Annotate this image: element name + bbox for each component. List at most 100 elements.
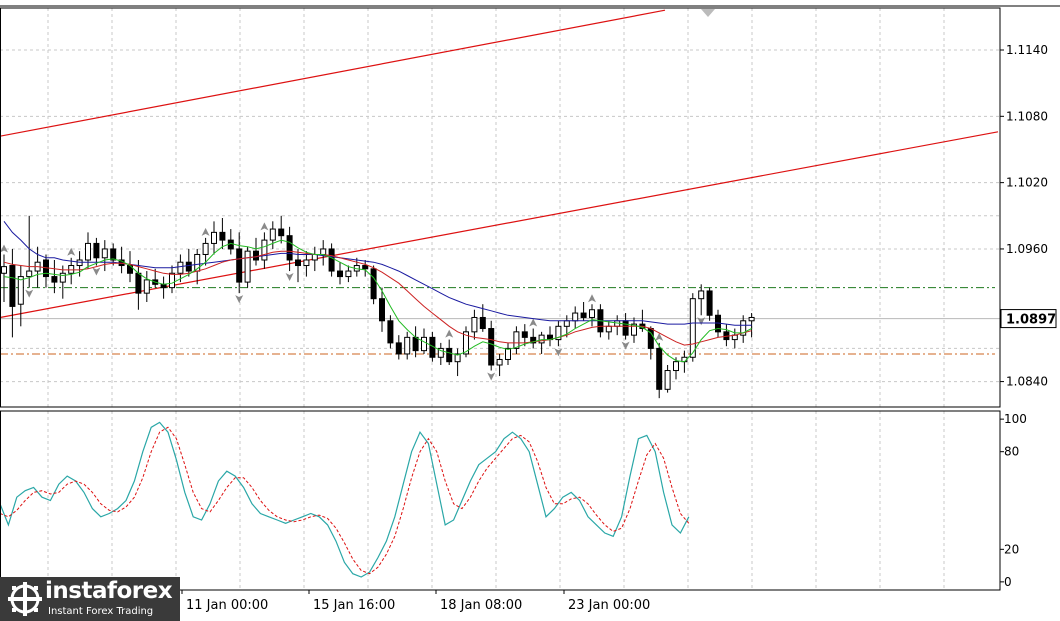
fractal-down-icon — [235, 295, 244, 304]
candle-body — [706, 290, 713, 316]
candle-body — [169, 272, 175, 289]
candle-body — [437, 347, 444, 358]
price-panel-frame — [0, 7, 1001, 408]
candle-body — [698, 290, 705, 300]
price-tick-label: 1.1140 — [1006, 43, 1048, 57]
current-price-badge — [1000, 309, 1057, 329]
fractal-down-icon — [285, 273, 294, 282]
stoch-main-line — [0, 421, 690, 578]
candle-body — [269, 228, 276, 241]
oscillator-tick-label: 20 — [1004, 542, 1019, 556]
candle-body — [689, 298, 696, 358]
candle-body — [488, 328, 495, 366]
oscillator-tick-label: 80 — [1004, 445, 1019, 459]
candle-body — [68, 265, 75, 274]
ma-line-green — [3, 239, 752, 363]
candle-body — [261, 239, 268, 261]
candle-body — [656, 347, 663, 390]
candles — [0, 215, 755, 399]
fractal-down-icon — [25, 289, 34, 298]
current-price-label: 1.0897 — [1006, 313, 1056, 328]
candle-body — [463, 331, 469, 355]
fractal-down-icon — [697, 317, 706, 326]
globe-icon — [8, 582, 42, 616]
candle-body — [379, 298, 385, 322]
candle-body — [563, 320, 570, 327]
candle-body — [85, 242, 91, 261]
stoch-signal-line — [0, 426, 690, 575]
fractal-down-icon — [487, 372, 496, 381]
candle-body — [454, 353, 461, 363]
candle-body — [51, 276, 58, 283]
fractal-down-icon — [92, 267, 101, 276]
fractal-up-icon — [260, 222, 269, 231]
candle-body — [286, 235, 293, 261]
chart-frame — [0, 5, 1060, 591]
candle-body — [387, 320, 394, 344]
candle-body — [479, 316, 486, 330]
oscillator-tick-label: 100 — [1004, 412, 1027, 426]
candle-body — [185, 261, 192, 272]
candle-body — [1, 266, 7, 274]
chart-overlays — [0, 9, 1000, 355]
candle-body — [135, 272, 142, 294]
candle-body — [110, 248, 117, 261]
candle-body — [530, 336, 537, 344]
candle-body — [76, 259, 83, 267]
fractal-down-icon — [554, 348, 563, 357]
oscillator-tick-label: 0 — [1004, 575, 1012, 589]
candle-body — [17, 276, 24, 305]
candle-body — [521, 331, 528, 338]
stochastic-oscillator — [0, 421, 690, 578]
moving-averages — [3, 220, 752, 363]
candle-body — [572, 312, 579, 322]
candle-body — [513, 331, 520, 349]
candle-body — [421, 336, 427, 352]
candle-body — [589, 309, 595, 318]
candle-body — [362, 265, 369, 270]
candle-body — [236, 248, 243, 283]
price-tick-label: 1.0840 — [1006, 375, 1048, 389]
candle-body — [177, 261, 184, 274]
grid — [0, 8, 1000, 590]
candle-body — [337, 270, 343, 278]
date-tick-label: 11 Jan 00:00 — [186, 598, 268, 613]
price-tick-label: 1.1020 — [1006, 176, 1048, 190]
candle-body — [622, 320, 629, 336]
candle-body — [404, 336, 411, 355]
candle-body — [412, 336, 419, 352]
candle-body — [295, 259, 301, 267]
candle-body — [244, 250, 251, 283]
candle-body — [328, 248, 335, 272]
candle-body — [748, 316, 755, 322]
candle-body — [253, 250, 259, 261]
fractal-up-icon — [67, 247, 76, 256]
candle-body — [143, 279, 150, 294]
candle-body — [446, 347, 453, 363]
candle-body — [101, 248, 108, 259]
date-tick-label: 23 Jan 00:00 — [568, 598, 650, 613]
candle-body — [202, 242, 209, 255]
candle-body — [9, 265, 16, 307]
price-tick-label: 1.1080 — [1006, 109, 1048, 123]
brand-tagline: Instant Forex Trading — [48, 606, 154, 617]
candle-body — [580, 312, 587, 318]
candle-body — [345, 270, 352, 278]
fractal-up-icon — [445, 329, 454, 338]
candle-body — [505, 347, 511, 360]
candle-body — [631, 323, 637, 336]
candle-body — [673, 361, 679, 372]
shift-marker-icon — [701, 9, 715, 17]
oscillator-panel-frame — [0, 410, 1001, 591]
candle-body — [303, 259, 310, 267]
ma-line-blue — [3, 220, 752, 326]
candle-body — [219, 231, 226, 241]
brand-name: instaforex — [45, 578, 173, 604]
candle-body — [93, 242, 100, 259]
fractal-up-icon — [529, 318, 538, 327]
candle-body — [370, 268, 377, 300]
instaforex-logo: instaforex Instant Forex Trading — [0, 577, 180, 621]
candle-body — [26, 270, 33, 278]
candle-body — [740, 320, 747, 336]
